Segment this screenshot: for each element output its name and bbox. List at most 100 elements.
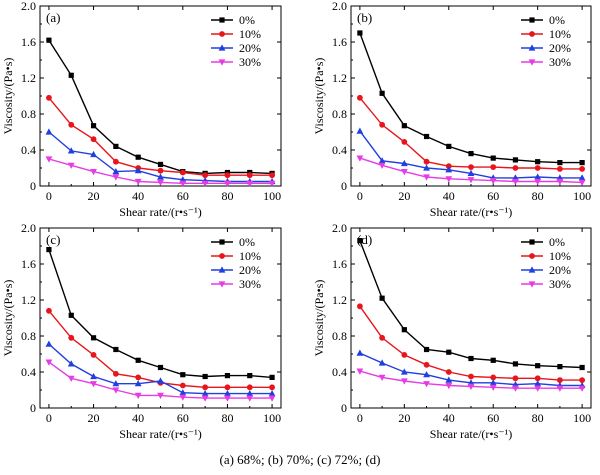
data-point [179,382,186,389]
legend-entry: 30% [549,55,571,69]
legend-entry: 20% [239,41,261,55]
x-tick-label: 20 [88,189,100,203]
data-point [423,174,430,181]
data-point [529,17,535,23]
data-point [467,169,475,176]
data-point [219,239,225,245]
data-point [218,281,226,288]
data-point [445,382,453,390]
data-point [68,121,75,128]
x-tick-label: 100 [573,189,591,203]
data-point [512,375,519,382]
data-point [534,375,541,382]
data-point [157,173,164,180]
data-point [201,390,209,397]
data-point [268,390,276,397]
data-point [556,178,564,186]
data-point [356,303,363,310]
legend-entry: 20% [549,41,571,55]
y-tick-label: 0 [30,401,36,415]
data-point [112,387,120,394]
data-point [218,266,226,273]
x-tick-label: 40 [132,411,144,425]
y-axis-label: Viscosity/(Pa•s) [1,58,15,135]
series-30pct [45,156,276,187]
data-point [135,154,141,160]
x-tick-label: 20 [88,411,100,425]
legend-entry: 10% [549,249,571,263]
data-point [528,44,536,51]
series-30pct [45,359,276,402]
legend-entry: 10% [549,27,571,41]
data-point [579,364,585,371]
data-point [224,395,231,402]
data-point [134,392,142,399]
data-point [112,168,120,175]
y-tick-label: 0 [341,401,347,415]
chart-panel: 0 20 40 60 80 100 0 0.4 0.8 1.2 1.6 2.0 Shear rate/(… [312,221,592,441]
series-10pct [356,94,586,172]
data-point [113,143,119,149]
data-point [90,123,97,129]
chart-panel: 0 20 40 60 80 100 0 0.4 0.8 1.2 1.6 2.0 Shear rate/(… [1,221,282,441]
x-axis-label: Shear rate/(r•s⁻¹) [430,205,512,219]
data-point [246,395,254,402]
data-point [529,239,535,245]
data-point [379,295,385,301]
data-point [401,139,408,145]
data-point [445,166,453,173]
x-tick-label: 100 [573,411,591,425]
legend-entry: 30% [239,277,261,291]
data-point [157,377,164,384]
data-point [468,373,474,380]
data-point [268,395,276,402]
y-tick-label: 1.2 [332,71,347,85]
x-tick-label: 80 [221,411,233,425]
data-point [356,368,364,375]
data-point [401,327,407,333]
data-point [224,180,231,187]
legend-entry: 30% [239,55,261,69]
data-point [534,173,542,180]
legend-entry: 0% [549,235,565,249]
data-point [556,166,563,172]
x-axis-label: Shear rate/(r•s⁻¹) [430,427,512,441]
data-point [489,379,497,386]
data-point [490,357,496,363]
data-point [556,377,563,383]
x-tick-label: 60 [177,411,189,425]
data-point [45,340,53,347]
y-tick-label: 2.0 [21,0,36,13]
data-point [356,94,363,101]
data-point [90,150,97,158]
data-point [445,176,453,183]
data-point [489,384,497,391]
data-point [534,178,542,186]
y-tick-label: 2.0 [332,0,347,13]
data-point [512,165,519,171]
data-point [67,147,75,154]
y-tick-label: 0.4 [21,365,36,379]
data-point [179,169,186,176]
series-10pct [356,303,586,383]
data-point [67,375,75,382]
x-tick-label: 0 [46,189,52,203]
data-point [134,178,142,186]
series-0pct [357,238,585,371]
data-point [400,378,408,385]
data-point [534,385,542,392]
y-tick-label: 1.6 [21,257,36,271]
data-point [67,162,75,169]
data-point [157,161,164,167]
data-point [579,377,586,383]
data-point [90,352,97,358]
data-point [112,380,120,387]
data-point [268,180,276,187]
y-tick-label: 1.2 [332,293,347,307]
data-point [224,390,231,397]
data-point [578,174,586,181]
data-point [46,247,52,253]
legend-entry: 30% [549,277,571,291]
data-point [401,352,408,358]
data-point [467,177,475,184]
